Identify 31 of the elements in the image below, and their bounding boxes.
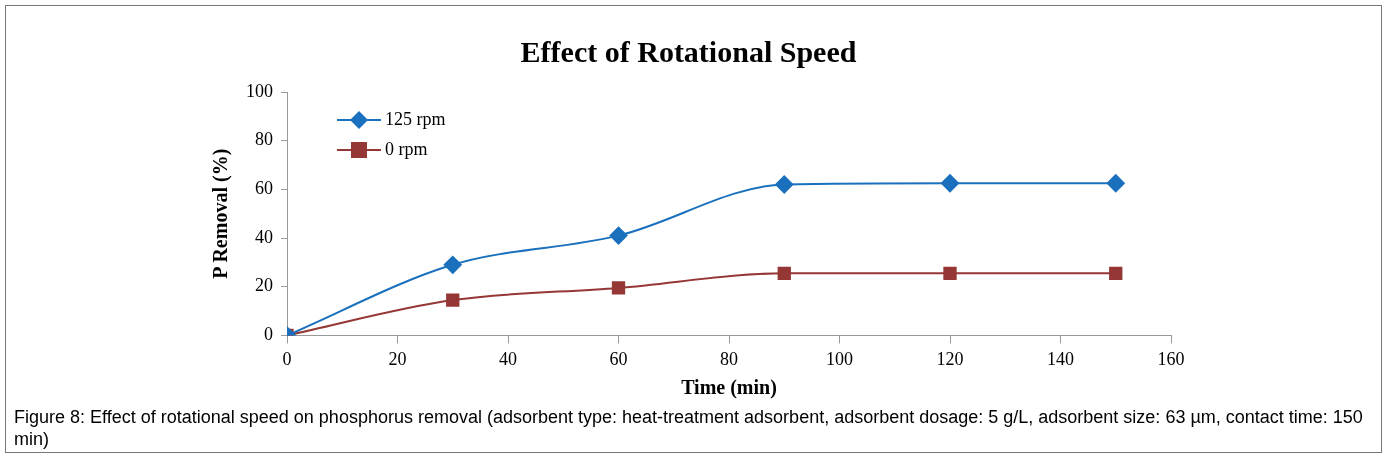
- x-tick-label: 160: [1157, 348, 1185, 369]
- point: [777, 266, 791, 280]
- point: [1106, 174, 1125, 193]
- x-tick-label: 0: [282, 348, 292, 369]
- caption: Figure 8: Effect of rotational speed on phosphorus removal (adsorbent type: heat-treatment adsorbent, adsorbent dosage: 5 g/L, adsorbent size: 63 µm, contact time: 150 min): [14, 406, 1364, 450]
- chart-title: Effect of Rotational Speed: [520, 34, 857, 68]
- x-tick-label: 40: [499, 348, 517, 369]
- y-tick-label: 100: [246, 80, 273, 101]
- x-tick-label: 80: [720, 348, 738, 369]
- point: [611, 281, 626, 295]
- point: [943, 266, 957, 280]
- x-tick-label: 100: [826, 348, 853, 369]
- legend-label: 125 rpm: [385, 108, 446, 129]
- point: [443, 255, 462, 274]
- y-tick-label: 40: [255, 226, 273, 247]
- point: [446, 293, 460, 307]
- point: [775, 175, 794, 194]
- legend-label: 0 rpm: [385, 138, 428, 159]
- x-tick-label: 120: [936, 348, 964, 369]
- y-axis-title: P Removal (%): [209, 148, 233, 279]
- x-axis-title: Time (min): [681, 376, 777, 400]
- point: [1109, 266, 1123, 280]
- y-tick-label: 0: [264, 324, 273, 345]
- x-tick-label: 60: [609, 348, 628, 369]
- point: [941, 174, 959, 193]
- x-tick-label: 20: [388, 348, 407, 369]
- y-tick-label: 60: [255, 178, 273, 199]
- point: [609, 226, 628, 245]
- y-tick-label: 20: [255, 275, 273, 296]
- x-tick-label: 140: [1047, 348, 1074, 369]
- y-tick-label: 80: [255, 129, 273, 150]
